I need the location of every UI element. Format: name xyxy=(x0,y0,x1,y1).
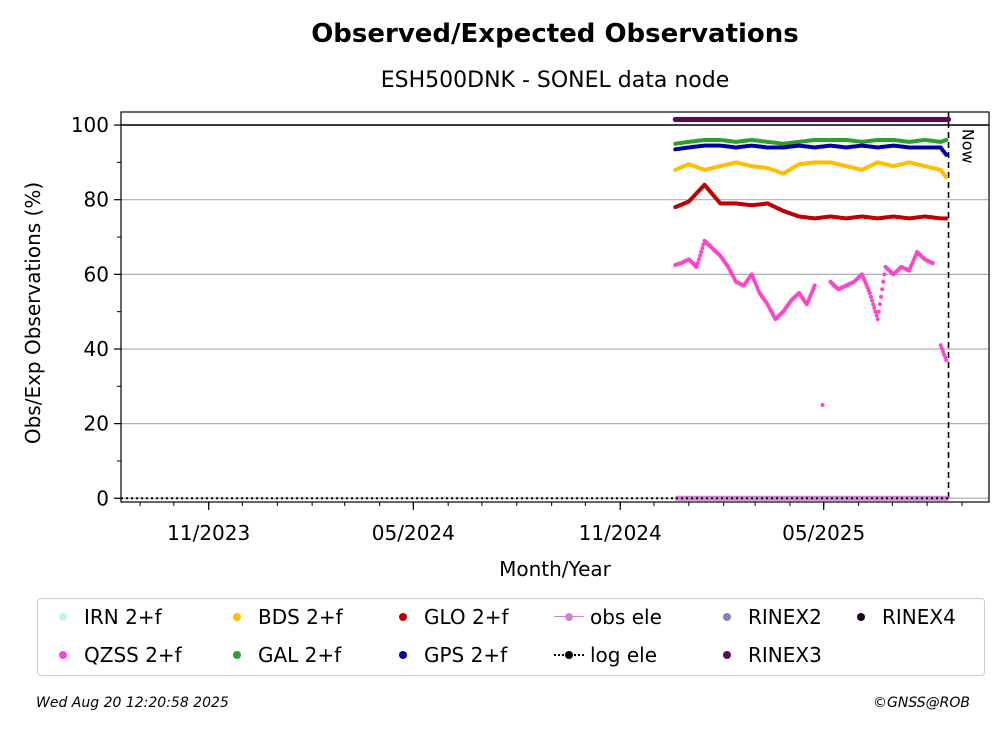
data-point xyxy=(870,298,875,303)
legend-label-rinex4: RINEX4 xyxy=(882,605,956,629)
legend-label-bds: BDS 2+f xyxy=(258,605,343,629)
data-point xyxy=(944,358,949,363)
data-point xyxy=(930,261,935,266)
legend-label-rinex2: RINEX2 xyxy=(748,605,822,629)
y-tick-label: 20 xyxy=(84,412,109,436)
series-qzss-2-f xyxy=(673,238,949,407)
legend-label-gps: GPS 2+f xyxy=(424,643,508,667)
data-point xyxy=(699,249,704,254)
y-tick-label: 80 xyxy=(84,188,109,212)
legend-label-obs-ele: obs ele xyxy=(590,605,662,629)
chart: Observed/Expected Observations ESH500DNK… xyxy=(21,19,990,581)
legend-item-rinex2: RINEX2 xyxy=(710,603,822,631)
data-point xyxy=(945,116,952,123)
data-point xyxy=(696,257,701,262)
y-tick-label: 60 xyxy=(84,262,109,286)
legend-label-log-ele: log ele xyxy=(590,643,658,667)
legend-label-glo: GLO 2+f xyxy=(424,605,509,629)
legend-item-log-ele: log ele xyxy=(552,641,657,669)
legend-item-glo: GLO 2+f xyxy=(386,603,509,631)
chart-subtitle: ESH500DNK - SONEL data node xyxy=(381,68,730,93)
y-tick-label: 100 xyxy=(71,113,109,137)
legend-label-irn: IRN 2+f xyxy=(84,605,162,629)
data-point xyxy=(867,291,872,296)
legend-marker-rinex2 xyxy=(710,607,744,627)
series-gps-2-f xyxy=(673,143,949,157)
grid-lines xyxy=(121,124,989,499)
legend-item-irn: IRN 2+f xyxy=(46,603,162,631)
data-point xyxy=(871,302,876,307)
data-point xyxy=(881,279,886,284)
x-axis-label: Month/Year xyxy=(499,557,612,581)
data-point xyxy=(868,294,873,299)
data-point xyxy=(701,242,706,247)
reference-lines xyxy=(121,112,989,502)
data-point xyxy=(812,283,817,288)
legend-marker-rinex4 xyxy=(844,607,878,627)
x-tick-label: 11/2023 xyxy=(167,521,250,545)
data-point xyxy=(698,253,703,258)
legend-marker-glo xyxy=(386,607,420,627)
data-point xyxy=(944,152,949,157)
series-rinex3 xyxy=(672,116,952,123)
data-point xyxy=(874,313,879,318)
legend-item-gal: GAL 2+f xyxy=(220,641,341,669)
plot-area-frame xyxy=(120,111,990,503)
legend-marker-bds xyxy=(220,607,254,627)
data-point xyxy=(880,287,885,292)
legend-marker-qzss xyxy=(46,645,80,665)
legend-item-qzss: QZSS 2+f xyxy=(46,641,182,669)
y-axis-label: Obs/Exp Observations (%) xyxy=(21,182,45,444)
data-point xyxy=(820,402,825,407)
legend-marker-rinex3 xyxy=(710,645,744,665)
data-point xyxy=(882,272,887,277)
y-tick-label: 0 xyxy=(96,486,109,510)
y-tick-label: 40 xyxy=(84,337,109,361)
data-point xyxy=(875,317,880,322)
legend-marker-irn xyxy=(46,607,80,627)
data-point xyxy=(700,246,705,251)
footer-credit: ©GNSS@ROB xyxy=(873,695,970,711)
data-point xyxy=(944,216,949,221)
legend-item-rinex4: RINEX4 xyxy=(844,603,956,631)
data-series xyxy=(121,116,952,501)
x-tick-label: 05/2025 xyxy=(782,521,865,545)
chart-title: Observed/Expected Observations xyxy=(311,19,799,49)
now-label: Now xyxy=(959,129,978,164)
data-point xyxy=(877,302,882,307)
x-axis-ticks: 11/2023 05/2024 11/2024 05/2025 xyxy=(139,502,963,545)
data-point xyxy=(694,264,699,269)
data-point xyxy=(695,261,700,266)
legend-label-rinex3: RINEX3 xyxy=(748,643,822,667)
data-point xyxy=(944,137,949,142)
legend-item-rinex3: RINEX3 xyxy=(710,641,822,669)
legend-item-obs-ele: obs ele xyxy=(552,603,662,631)
data-point xyxy=(876,309,881,314)
series-glo-2-f xyxy=(673,182,949,221)
legend-label-qzss: QZSS 2+f xyxy=(84,643,182,667)
legend: IRN 2+f QZSS 2+f BDS 2+f GAL 2+f GLO 2+f… xyxy=(37,598,985,676)
legend-marker-gps xyxy=(386,645,420,665)
footer-timestamp: Wed Aug 20 12:20:58 2025 xyxy=(36,695,229,711)
legend-marker-obs-ele xyxy=(552,607,586,627)
data-point xyxy=(872,305,877,310)
y-axis-ticks: 0 20 40 60 80 100 xyxy=(71,113,121,510)
legend-marker-log-ele xyxy=(552,645,586,665)
series-gal-2-f xyxy=(673,137,949,146)
data-point xyxy=(944,175,949,180)
data-point xyxy=(879,294,884,299)
x-tick-label: 11/2024 xyxy=(579,521,662,545)
legend-item-gps: GPS 2+f xyxy=(386,641,507,669)
series-bds-2-f xyxy=(673,160,949,180)
legend-label-gal: GAL 2+f xyxy=(258,643,342,667)
data-point xyxy=(873,309,878,314)
legend-marker-gal xyxy=(220,645,254,665)
legend-item-bds: BDS 2+f xyxy=(220,603,343,631)
x-tick-label: 05/2024 xyxy=(372,521,455,545)
